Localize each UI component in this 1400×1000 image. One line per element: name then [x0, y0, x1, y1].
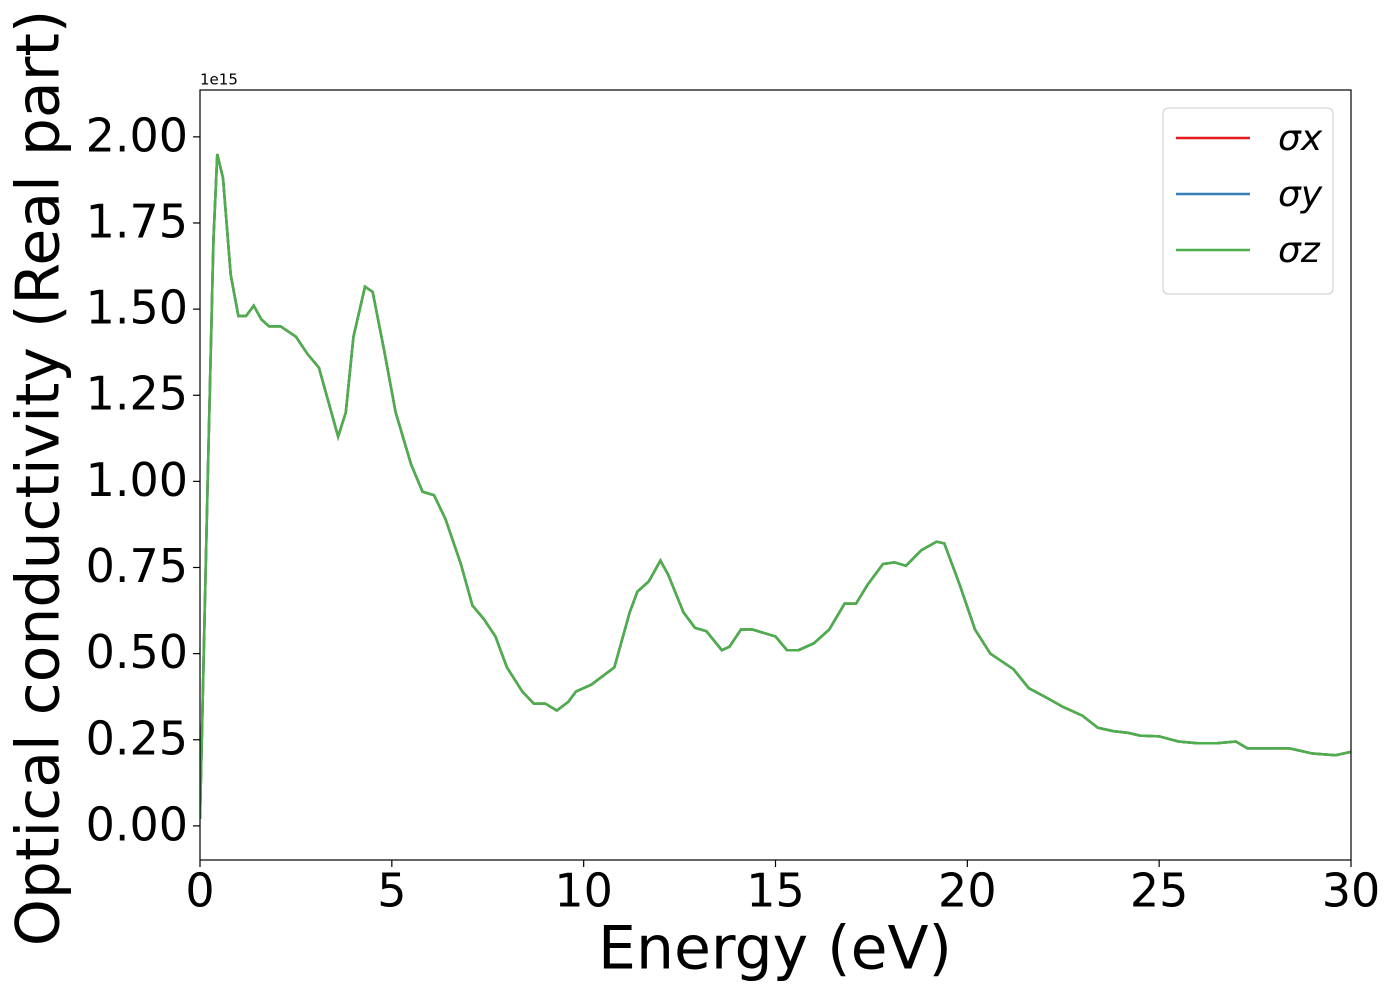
y-tick-label: 1.50: [86, 281, 188, 335]
y-tick-label: 1.75: [86, 194, 188, 248]
y-tick-label: 1.25: [86, 367, 188, 421]
legend-label: σx: [1278, 118, 1323, 159]
y-offset-label: 1e15: [200, 71, 238, 89]
y-axis-label: Optical conductivity (Real part): [4, 10, 74, 947]
x-tick-label: 15: [746, 864, 805, 918]
x-tick-label: 0: [185, 864, 214, 918]
line-series: [200, 153, 1351, 820]
x-tick-label: 25: [1130, 864, 1189, 918]
y-tick-label: 2.00: [86, 108, 188, 162]
plot-frame: [199, 89, 1352, 861]
x-axis-label: Energy (eV): [598, 914, 952, 984]
x-tick-label: 20: [938, 864, 997, 918]
x-tick-label: 5: [377, 864, 406, 918]
x-tick-label: 10: [554, 864, 613, 918]
y-tick-label: 0.50: [86, 625, 188, 679]
legend-label: σy: [1278, 174, 1323, 215]
legend-box: [1162, 107, 1334, 295]
y-tick-label: 0.00: [86, 797, 188, 851]
y-tick-label: 0.25: [86, 711, 188, 765]
y-tick-label: 1.00: [86, 453, 188, 507]
x-tick-label: 30: [1322, 864, 1381, 918]
y-tick-label: 0.75: [86, 539, 188, 593]
legend-label: σz: [1278, 230, 1321, 271]
